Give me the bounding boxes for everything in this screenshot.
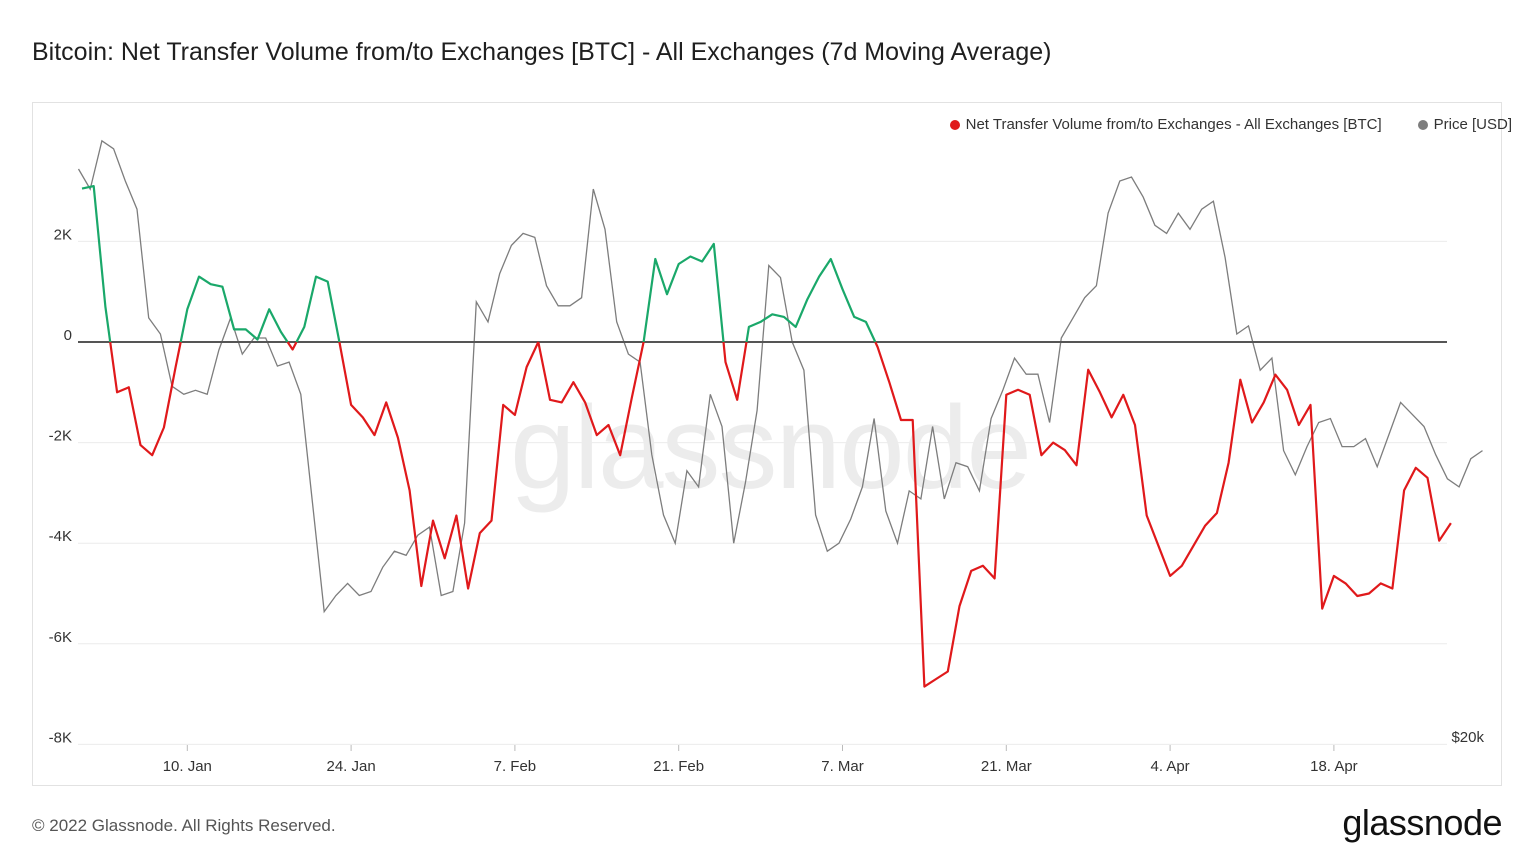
- legend-item-price[interactable]: Price [USD]: [1417, 116, 1512, 133]
- legend-dot-icon: [1417, 119, 1428, 130]
- x-tick-label: 4. Apr: [1150, 758, 1189, 775]
- x-tick-label: 18. Apr: [1310, 758, 1358, 775]
- net-transfer-positive-segment: [81, 185, 112, 343]
- x-tick-label: 7. Mar: [821, 758, 864, 775]
- y-tick-label: -4K: [49, 528, 72, 545]
- legend-label: Price [USD]: [1433, 116, 1512, 133]
- net-transfer-negative-segment: [338, 341, 540, 590]
- net-transfer-negative-segment: [286, 341, 298, 351]
- x-tick-label: 21. Feb: [653, 758, 704, 775]
- copyright-footer: © 2022 Glassnode. All Rights Reserved.: [32, 816, 336, 835]
- net-transfer-negative-segment: [874, 341, 1452, 688]
- net-transfer-positive-segment: [745, 257, 877, 343]
- net-transfer-negative-segment: [537, 341, 645, 457]
- legend-item-net-transfer[interactable]: Net Transfer Volume from/to Exchanges - …: [949, 116, 1382, 133]
- x-tick-label: 7. Feb: [494, 758, 537, 775]
- legend-dot-icon: [949, 119, 960, 130]
- y-tick-label: 0: [64, 327, 72, 344]
- net-transfer-negative-segment: [722, 341, 748, 401]
- x-tick-label: 10. Jan: [163, 758, 212, 775]
- legend-label: Net Transfer Volume from/to Exchanges - …: [965, 116, 1382, 133]
- net-transfer-positive-segment: [642, 242, 725, 343]
- x-tick-label: 24. Jan: [326, 758, 375, 775]
- y-tick-label: -8K: [49, 729, 72, 746]
- chart-title: Bitcoin: Net Transfer Volume from/to Exc…: [32, 38, 1052, 66]
- right-axis-label: $20k: [1451, 729, 1484, 746]
- brand-logo: glassnode: [1342, 802, 1502, 843]
- net-transfer-positive-segment: [179, 275, 289, 343]
- net-transfer-negative-segment: [109, 341, 182, 457]
- y-tick-label: 2K: [54, 226, 72, 243]
- y-tick-label: -6K: [49, 629, 72, 646]
- chart-legend: Net Transfer Volume from/to Exchanges - …: [949, 116, 1512, 133]
- chart-frame: [32, 102, 1502, 786]
- net-transfer-positive-segment: [295, 275, 341, 343]
- price-series-line: [77, 139, 1483, 614]
- y-tick-label: -2K: [49, 428, 72, 445]
- x-tick-label: 21. Mar: [981, 758, 1032, 775]
